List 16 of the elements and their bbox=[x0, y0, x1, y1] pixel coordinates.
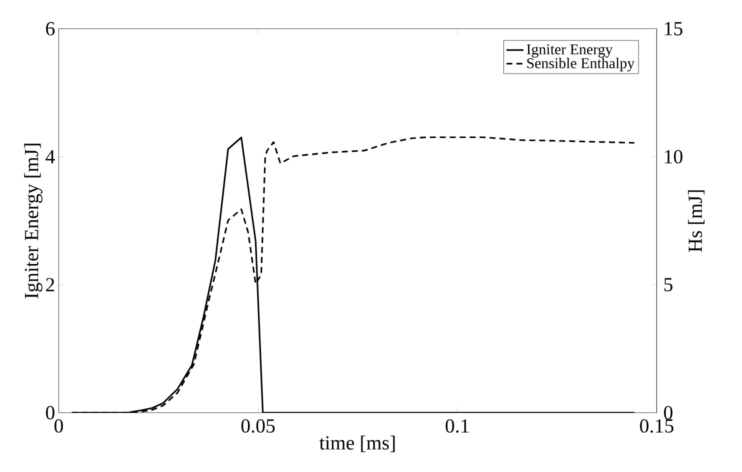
y2-tick-label: 10 bbox=[664, 150, 682, 164]
y-tick-label: 0 bbox=[46, 406, 54, 420]
y-axis-title: Igniter Energy [mJ] bbox=[24, 144, 42, 298]
x-tick-label: 0.15 bbox=[640, 419, 674, 433]
y2-axis-title: Hs [mJ] bbox=[688, 190, 704, 252]
y2-tick-label: 0 bbox=[664, 406, 672, 420]
x-tick-label: 0.05 bbox=[241, 419, 275, 433]
x-tick-label: 0.1 bbox=[446, 419, 469, 433]
legend-label: Sensible Enthalpy bbox=[527, 58, 635, 72]
y-tick-label: 4 bbox=[46, 150, 55, 164]
y2-tick-label: 5 bbox=[664, 278, 672, 292]
y-tick-label: 2 bbox=[46, 278, 54, 292]
legend-label: Igniter Energy bbox=[526, 44, 613, 58]
x-axis-title: time [ms] bbox=[319, 436, 395, 452]
y-tick-label: 6 bbox=[46, 22, 55, 36]
y2-tick-label: 15 bbox=[664, 22, 682, 36]
